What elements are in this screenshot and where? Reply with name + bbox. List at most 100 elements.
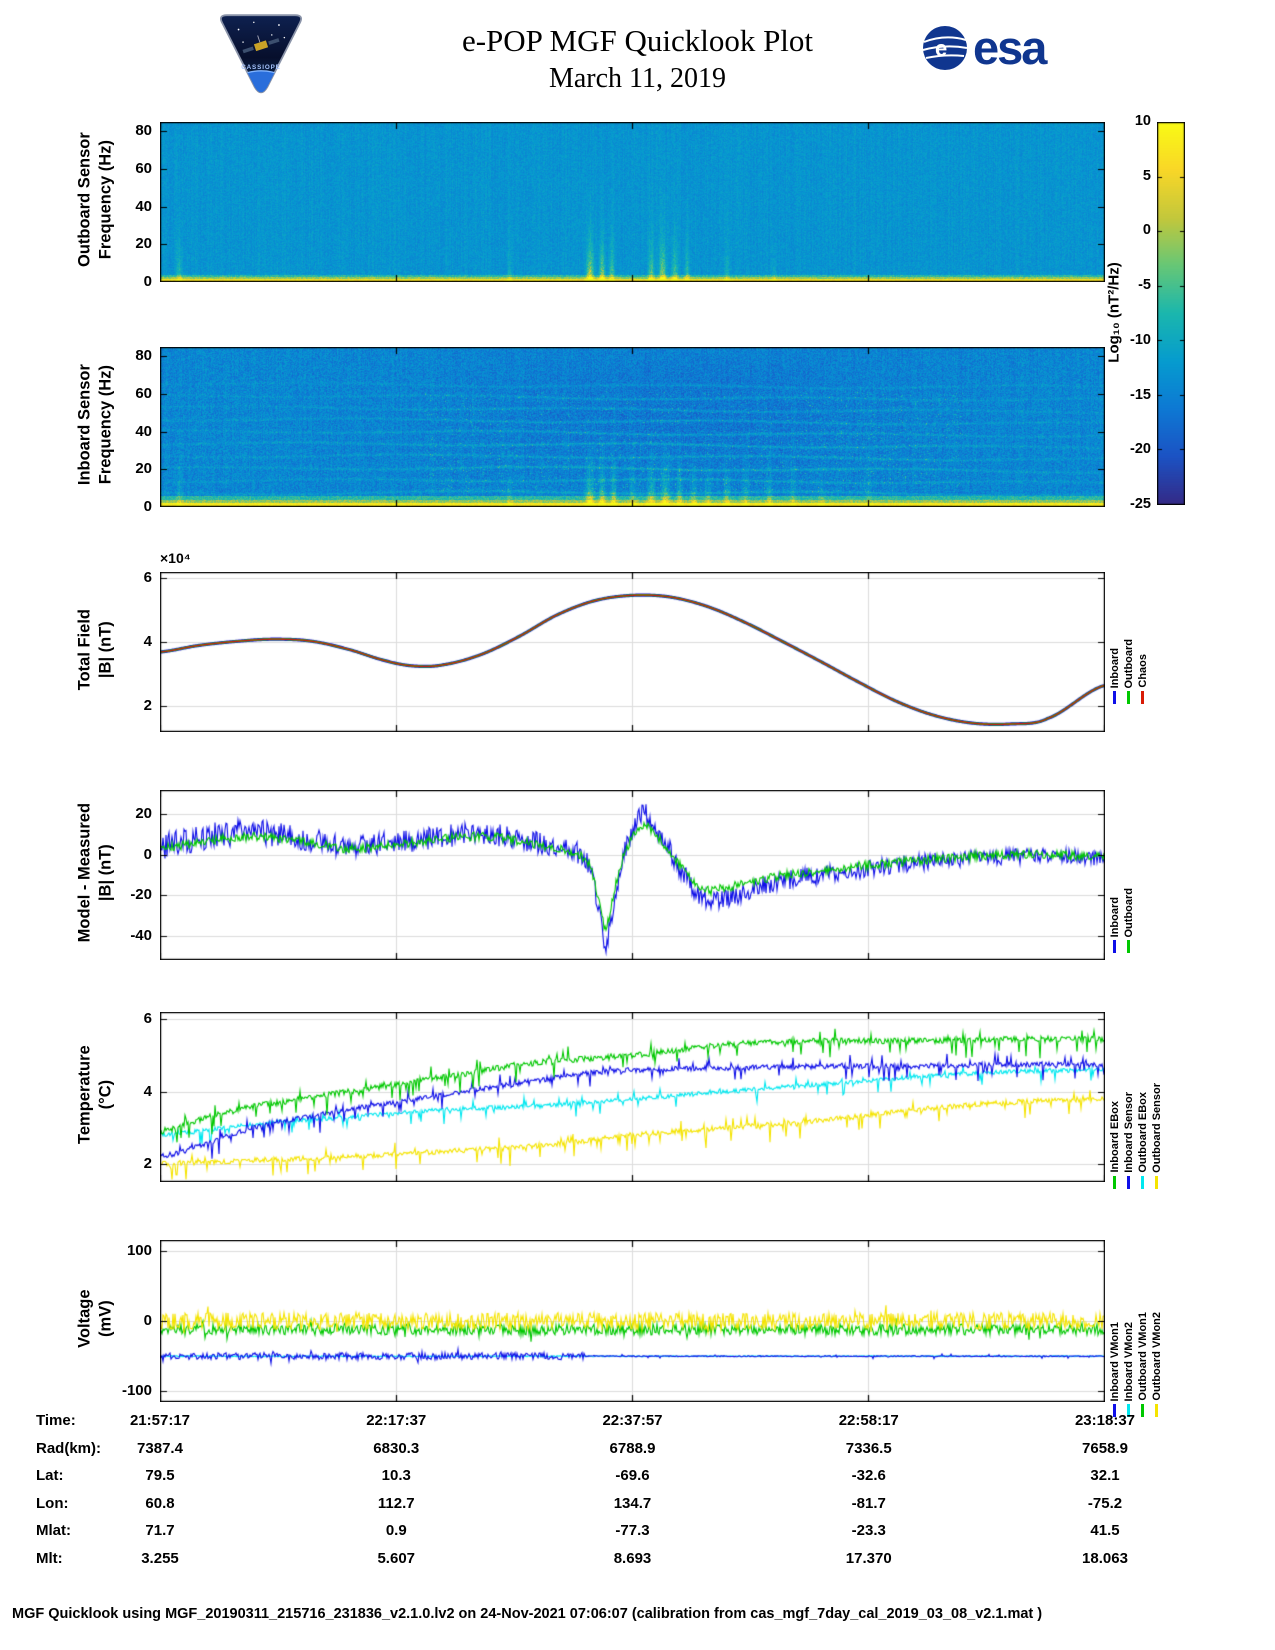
y-tick-label: 60 [135,160,152,178]
y-tick-label: 2 [143,697,152,715]
colorbar-canvas [1157,122,1185,505]
voltage-legend: Inboard VMon1 Inboard VMon2 Outboard VMon1… [1108,1240,1163,1417]
legend-label: Inboard VMon1 [1108,1321,1121,1401]
table-cell-value: 41.5 [1090,1522,1120,1539]
page-title: e-POP MGF Quicklook Plot [461,23,814,58]
table-cell-value: 18.063 [1082,1549,1128,1567]
satellite-icon [242,35,280,54]
esa-logo: e esa [922,21,1047,74]
legend-label: Inboard VMon2 [1122,1321,1135,1401]
legend-entry: Outboard VMon2 [1150,1240,1163,1417]
legend-marker [1141,691,1144,704]
legend-marker [1113,1176,1116,1189]
colorbar-tick-label: -25 [1130,496,1151,512]
table-cell-value: -23.3 [851,1522,886,1539]
legend-marker [1127,1176,1130,1189]
legend-entry: Inboard [1108,572,1121,704]
table-cell-value: 0.9 [385,1522,407,1539]
y-tick-label: 80 [135,347,152,365]
legend-entry: Inboard VMon2 [1122,1240,1135,1417]
legend-entry: Outboard [1122,790,1135,953]
model-minus-measured-legend: Inboard Outboard [1108,790,1135,953]
table-cell-value: 10.3 [381,1467,411,1484]
colorbar-tick-label: -15 [1130,386,1151,403]
table-cell-value: 6788.9 [609,1439,656,1457]
table-cell-value: 21:57:17 [129,1412,191,1429]
table-cell-value: 22:58:17 [838,1412,899,1429]
table-cell-value: 60.8 [145,1494,175,1512]
legend-label: Outboard VMon2 [1150,1312,1163,1401]
table-cell-value: -81.7 [851,1494,886,1512]
cassiope-mission-patch-icon: CASSIOPE [220,14,302,94]
colorbar-tick-label: 5 [1142,167,1151,184]
y-tick-label: 4 [143,633,152,651]
legend-marker [1113,940,1116,953]
table-cell-value: 23:18:37 [1074,1412,1136,1429]
legend-entry: Inboard Sensor [1122,1012,1135,1189]
colorbar-tick-label: 0 [1142,222,1151,239]
table-cell-value: 134.7 [613,1494,652,1512]
y-tick-label: 20 [135,460,152,478]
colorbar-tick-label: -5 [1138,277,1151,294]
table-cell-value: 17.370 [845,1549,892,1567]
y-tick-label: -40 [130,926,152,944]
temperature-canvas [160,1012,1105,1182]
table-cell-value: -32.6 [851,1467,886,1484]
legend-label: Inboard Sensor [1122,1092,1135,1173]
colorbar-tick-label: -10 [1130,331,1151,348]
legend-entry: Inboard EBox [1108,1012,1121,1189]
esa-globe-icon: e [922,25,968,70]
svg-text:e: e [935,36,947,61]
legend-label: Chaos [1136,654,1149,688]
mission-name-text: CASSIOPE [241,64,281,71]
total-field-legend: Inboard Outboard Chaos [1108,572,1149,704]
table-cell-value: 22:37:57 [602,1412,663,1429]
table-cell-value: 7336.5 [845,1439,892,1457]
legend-marker [1127,1404,1130,1417]
legend-label: Inboard [1108,896,1121,937]
y-tick-label: 0 [143,1312,152,1329]
y-tick-label: -100 [121,1382,152,1400]
y-tick-label: 0 [143,845,152,863]
legend-label: Outboard [1122,887,1135,938]
table-cell-value: 32.1 [1090,1467,1120,1484]
legend-entry: Chaos [1136,572,1149,704]
table-cell-value: 71.7 [145,1522,175,1539]
table-cell-value: 6830.3 [373,1439,420,1457]
page-date: March 11, 2019 [548,62,727,94]
legend-label: Outboard EBox [1136,1092,1149,1173]
table-cell-value: 79.5 [145,1467,175,1484]
y-tick-label: 60 [135,385,152,403]
legend-label: Inboard [1108,647,1121,688]
legend-marker [1113,691,1116,704]
table-cell-value: -69.6 [615,1467,650,1484]
legend-label: Inboard EBox [1108,1101,1121,1173]
legend-marker [1155,1176,1158,1189]
table-cell-value: 22:17:37 [366,1412,427,1429]
colorbar-tick-label: 10 [1134,113,1151,129]
esa-wordmark: esa [973,21,1047,74]
y-tick-label: 40 [135,422,152,440]
legend-entry: Outboard Sensor [1150,1012,1163,1189]
temperature-legend: Inboard EBox Inboard Sensor Outboard EBox O… [1108,1012,1163,1189]
legend-entry: Outboard [1122,572,1135,704]
table-row-label: Mlat: [36,1522,71,1539]
y-tick-label: 0 [143,498,152,515]
y-tick-label: -20 [130,886,152,904]
outboard-spectrogram-canvas [160,122,1105,282]
table-row-label: Rad(km): [36,1439,102,1457]
y-tick-label: 4 [143,1082,152,1100]
legend-marker [1113,1404,1116,1417]
y-tick-label: 0 [143,273,152,290]
colorbar-tick-label: -20 [1130,441,1151,458]
legend-entry: Inboard [1108,790,1121,953]
table-cell-value: 5.607 [377,1549,416,1567]
table-row-label: Lon: [36,1494,69,1512]
legend-label: Outboard [1122,638,1135,689]
y-tick-label: 6 [143,569,152,587]
legend-entry: Inboard VMon1 [1108,1240,1121,1417]
y-tick-label: 40 [135,197,152,215]
model-minus-measured-canvas [160,790,1105,960]
legend-entry: Outboard EBox [1136,1012,1149,1189]
